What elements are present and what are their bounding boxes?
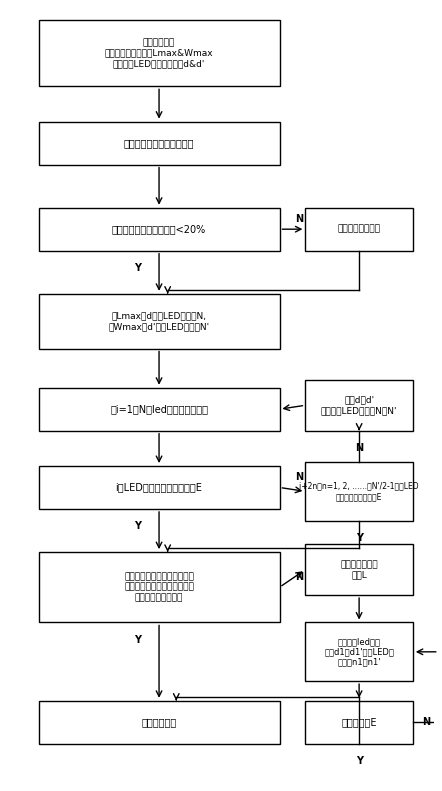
Text: 取灰度照度参考值: 取灰度照度参考值 bbox=[338, 225, 381, 233]
Text: Y: Y bbox=[134, 634, 141, 645]
Text: 更改d和d'
重新确定LED的数量N和N': 更改d和d' 重新确定LED的数量N和N' bbox=[321, 396, 397, 415]
FancyBboxPatch shape bbox=[305, 462, 413, 520]
FancyBboxPatch shape bbox=[38, 122, 279, 165]
Text: 修改边部led阵列
间距d1和d1'增加LED边
部数量n1和n1': 修改边部led阵列 间距d1和d1'增加LED边 部数量n1和n1' bbox=[324, 637, 394, 667]
Text: N: N bbox=[295, 472, 303, 483]
FancyBboxPatch shape bbox=[38, 20, 279, 86]
Text: 根据图像灰度变化，中心均匀
照度区域长度是否满足被测表
面照明区域长度要求: 根据图像灰度变化，中心均匀 照度区域长度是否满足被测表 面照明区域长度要求 bbox=[124, 573, 194, 602]
Text: N: N bbox=[295, 572, 303, 582]
Text: Y: Y bbox=[356, 756, 362, 766]
Text: 获取相机参数
光源可利用空间尺寸Lmax&Wmax
给出初始LED横纵排列间距d&d': 获取相机参数 光源可利用空间尺寸Lmax&Wmax 给出初始LED横纵排列间距d… bbox=[105, 38, 213, 68]
FancyBboxPatch shape bbox=[38, 388, 279, 431]
Text: 是否可达到E: 是否可达到E bbox=[341, 717, 377, 727]
Text: 令i=1，N个led线性等间距排列: 令i=1，N个led线性等间距排列 bbox=[110, 404, 208, 414]
FancyBboxPatch shape bbox=[38, 293, 279, 349]
Text: i+2n（n=1, 2, ……，N'/2-1）行LED
中心部分是否可达到E: i+2n（n=1, 2, ……，N'/2-1）行LED 中心部分是否可达到E bbox=[299, 482, 419, 501]
Text: N: N bbox=[295, 214, 303, 224]
FancyBboxPatch shape bbox=[38, 701, 279, 744]
FancyBboxPatch shape bbox=[305, 208, 413, 251]
Text: 边部非均匀区域
长度L: 边部非均匀区域 长度L bbox=[340, 560, 378, 579]
Text: Y: Y bbox=[356, 533, 362, 543]
Text: N: N bbox=[355, 443, 363, 453]
FancyBboxPatch shape bbox=[38, 552, 279, 623]
Text: N: N bbox=[423, 717, 431, 727]
FancyBboxPatch shape bbox=[305, 544, 413, 595]
Text: 输出优化结果: 输出优化结果 bbox=[141, 717, 177, 727]
FancyBboxPatch shape bbox=[305, 701, 413, 744]
FancyBboxPatch shape bbox=[305, 380, 413, 431]
Text: Y: Y bbox=[134, 263, 141, 273]
FancyBboxPatch shape bbox=[38, 208, 279, 251]
FancyBboxPatch shape bbox=[305, 623, 413, 681]
Text: i行LED中心部分是否可达到E: i行LED中心部分是否可达到E bbox=[116, 483, 202, 493]
Text: 得到照射区域的照度参考值: 得到照射区域的照度参考值 bbox=[124, 138, 194, 148]
Text: 由Lmax和d确定LED的数量N,
由Wmax和d'确定LED的数量N': 由Lmax和d确定LED的数量N, 由Wmax和d'确定LED的数量N' bbox=[108, 312, 210, 331]
FancyBboxPatch shape bbox=[38, 466, 279, 509]
Text: 对比对应灰度照度参考值<20%: 对比对应灰度照度参考值<20% bbox=[112, 224, 206, 234]
Text: Y: Y bbox=[134, 521, 141, 532]
